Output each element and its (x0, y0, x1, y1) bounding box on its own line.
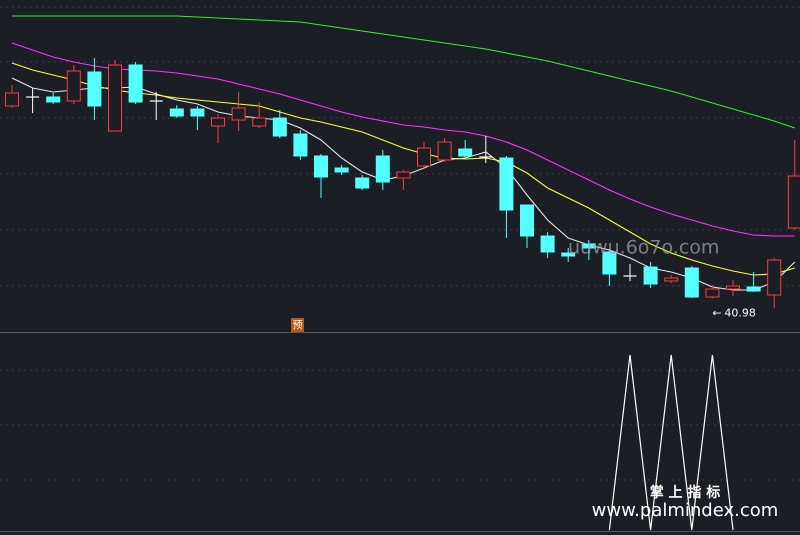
candle-body (520, 204, 534, 237)
candle-body (293, 133, 308, 157)
candle-body (66, 70, 81, 102)
watermark: uuwu.6o7o.com (568, 237, 719, 259)
low-label: 40.98 (724, 306, 756, 319)
candle-body (272, 117, 287, 137)
indicator-line (608, 354, 734, 531)
candle-body (643, 266, 658, 285)
candle-body (458, 148, 473, 157)
candle-body (46, 96, 61, 103)
candle-body (108, 64, 122, 132)
marker-text: 预 (293, 320, 303, 332)
marker-box (291, 318, 304, 332)
candle-body (417, 147, 431, 167)
candle-body (499, 157, 514, 211)
plot-area (5, 15, 800, 531)
candle-body (211, 117, 225, 127)
candle-body (375, 155, 390, 183)
candle-body (581, 243, 596, 249)
candle-body (746, 286, 761, 292)
candle-body (396, 171, 411, 179)
candle-body (787, 175, 800, 229)
candle-body (437, 141, 452, 161)
candle-body (664, 277, 679, 282)
candle-body (128, 64, 143, 103)
candle-body (169, 108, 184, 117)
candle-body (726, 285, 740, 290)
watermark: www.palmindex.com (592, 500, 779, 521)
candle-body (314, 155, 328, 178)
candle-body (252, 117, 267, 127)
candle-body (87, 71, 102, 107)
candle-body (684, 267, 699, 298)
candle-body (334, 167, 349, 173)
candle-body (602, 251, 617, 275)
candle-body (231, 107, 246, 121)
grid (0, 6, 800, 481)
candle-body (5, 92, 19, 107)
candle-body (540, 235, 555, 253)
candle-body (561, 252, 576, 257)
ma-line (12, 15, 795, 129)
candle-body (767, 259, 782, 296)
candle-body (355, 177, 370, 189)
low-arrow: ← (712, 306, 721, 319)
watermark: 掌 上 指 标 (650, 484, 721, 501)
candle-body (190, 108, 205, 117)
candle-body (705, 288, 720, 298)
